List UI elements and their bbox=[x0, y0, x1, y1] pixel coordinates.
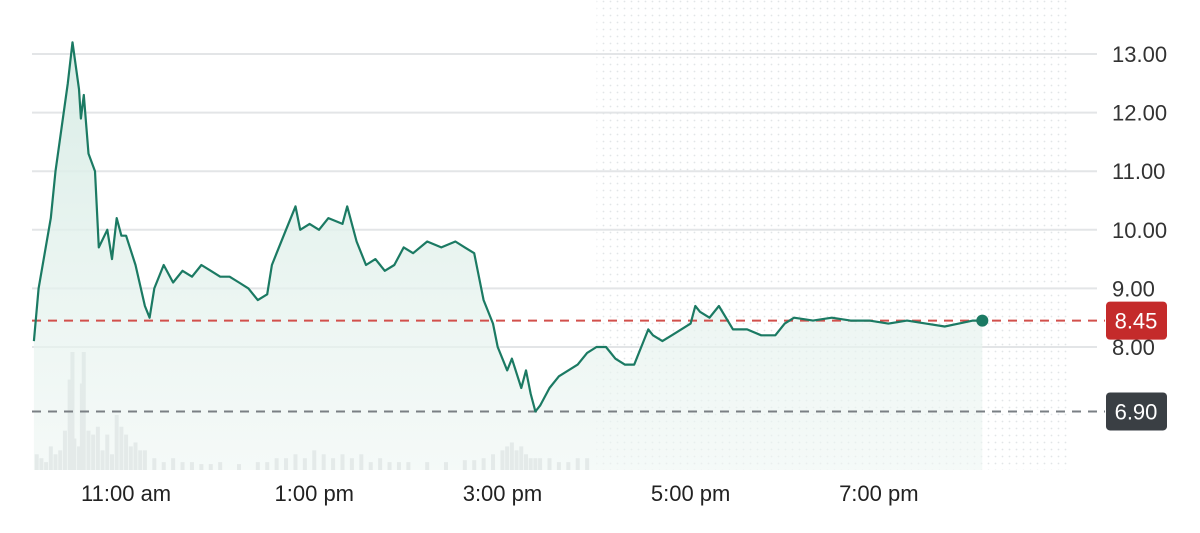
x-tick-label: 3:00 pm bbox=[463, 481, 543, 506]
price-area-fill bbox=[33, 42, 983, 471]
x-tick-label: 11:00 am bbox=[81, 481, 171, 506]
last-price-badge-label: 8.45 bbox=[1115, 309, 1158, 334]
last-price-badge-bg bbox=[1106, 301, 1167, 340]
price-badges: 8.45 6.90 bbox=[1106, 301, 1167, 431]
y-tick-label: 9.00 bbox=[1112, 276, 1155, 301]
y-tick-label: 11.00 bbox=[1112, 159, 1165, 184]
y-tick-label: 10.00 bbox=[1112, 218, 1167, 243]
reference-price-badge-label: 6.90 bbox=[1115, 399, 1158, 424]
last-price-dot bbox=[976, 314, 989, 327]
x-axis: 11:00 am 1:00 pm 3:00 pm 5:00 pm 7:00 pm bbox=[81, 481, 919, 506]
reference-price-badge: 6.90 bbox=[1106, 392, 1167, 431]
last-price-badge: 8.45 bbox=[1106, 301, 1167, 340]
y-tick-label: 13.00 bbox=[1112, 42, 1167, 67]
x-tick-label: 1:00 pm bbox=[275, 481, 355, 506]
reference-price-badge-bg bbox=[1106, 392, 1167, 431]
y-tick-label: 12.00 bbox=[1112, 101, 1167, 126]
x-tick-label: 7:00 pm bbox=[839, 481, 919, 506]
price-line bbox=[32, 41, 983, 413]
x-tick-label: 5:00 pm bbox=[651, 481, 731, 506]
